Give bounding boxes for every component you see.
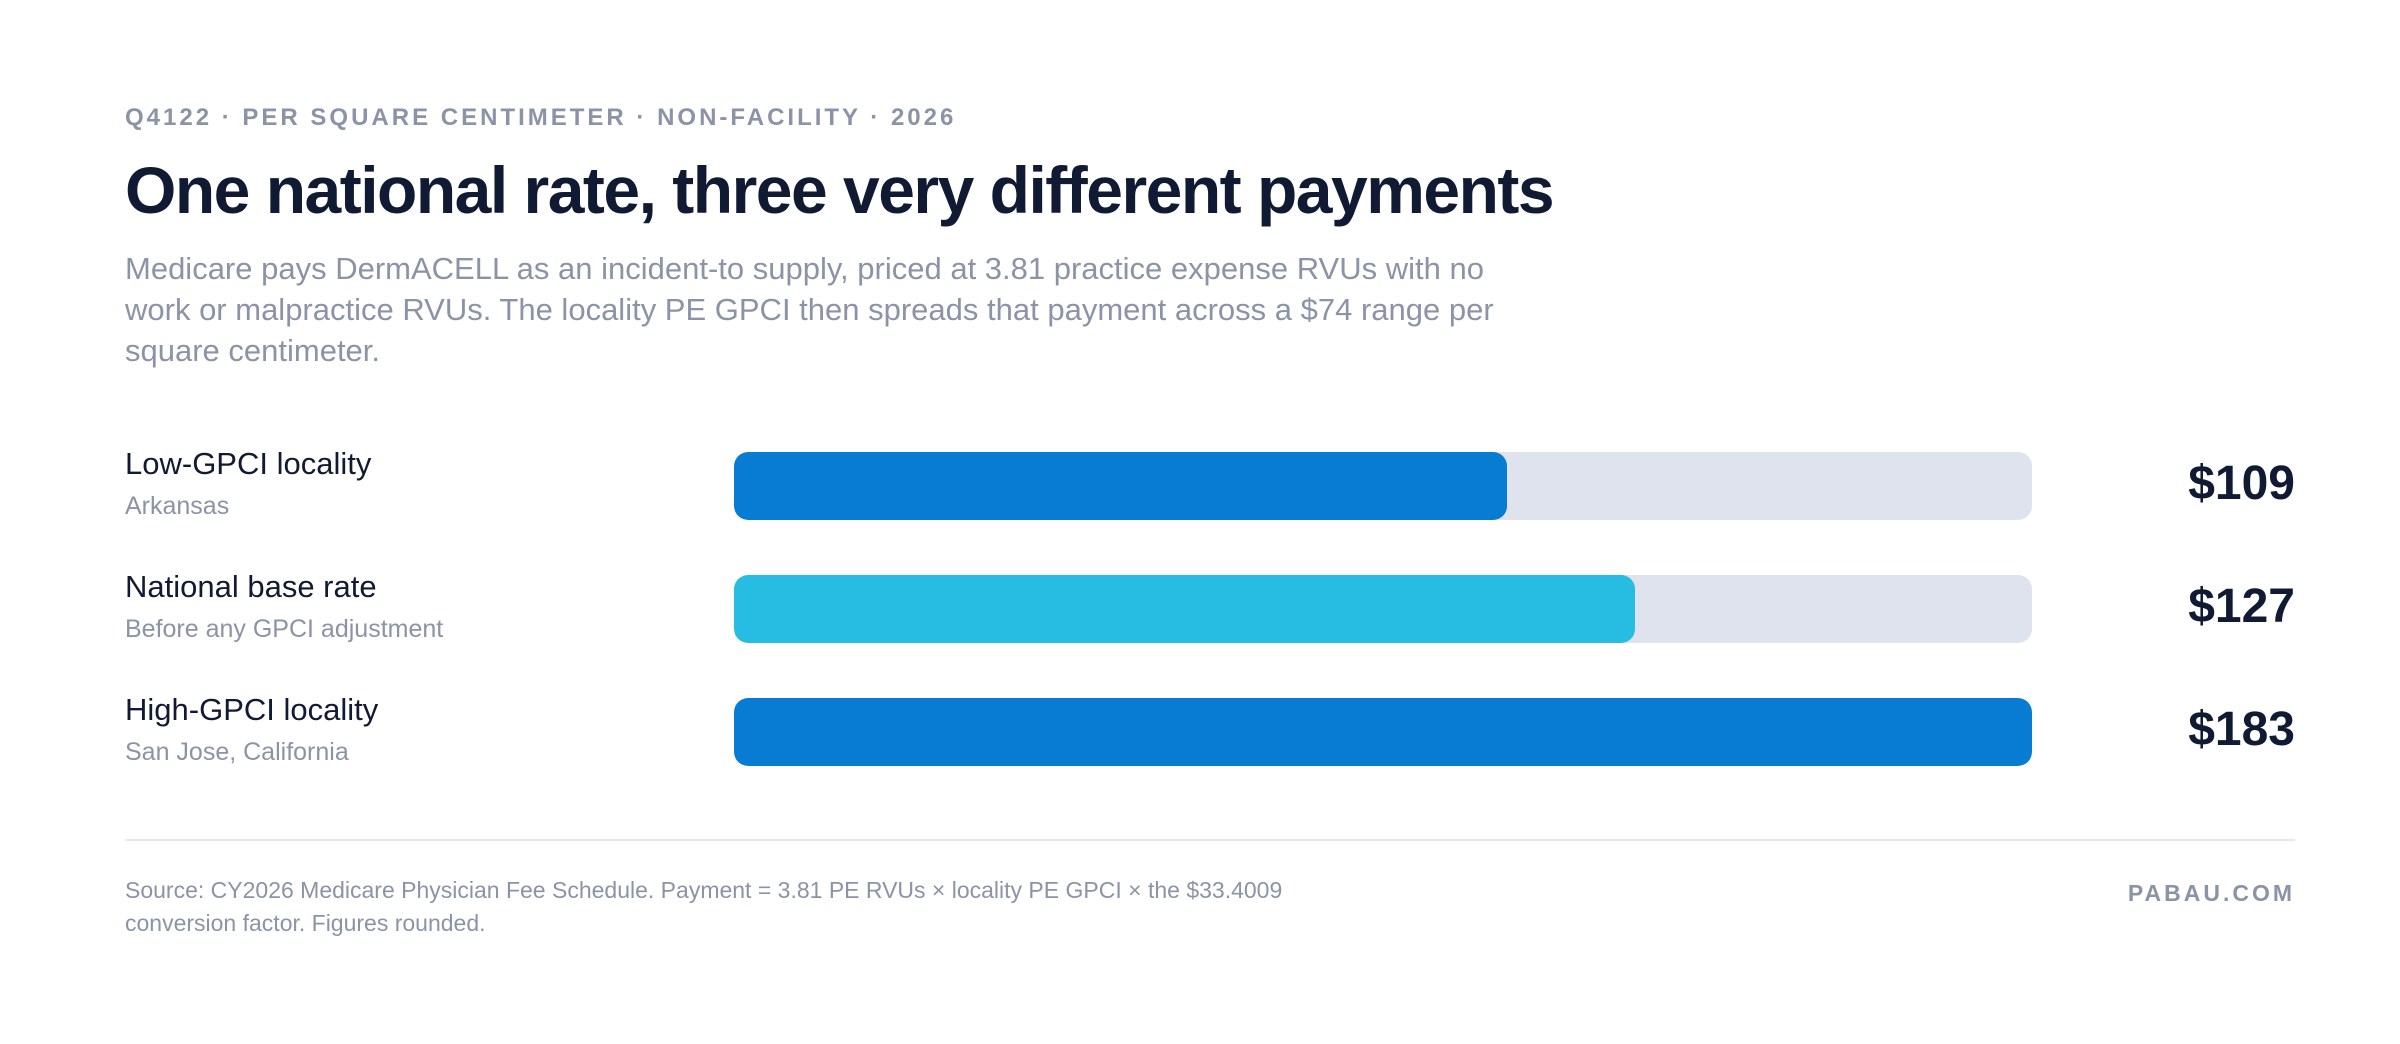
source-note: Source: CY2026 Medicare Physician Fee Sc… [125, 877, 1283, 936]
bar-value-label: $127 [2188, 580, 2295, 633]
bar-chart: Low-GPCI locality Arkansas $109 National… [125, 442, 2295, 811]
bar-sublabel: Before any GPCI adjustment [125, 615, 444, 643]
chart-subtitle: Medicare pays DermACELL as an incident-t… [125, 251, 1494, 368]
bar-value-label: $109 [2188, 457, 2295, 510]
bar-fill [734, 575, 1635, 643]
bar-label: Low-GPCI locality [125, 446, 372, 481]
bar-row: National base rate Before any GPCI adjus… [125, 565, 2295, 688]
bar-track [734, 698, 2032, 766]
bar-label: High-GPCI locality [125, 692, 379, 727]
footer-divider [125, 839, 2295, 841]
bar-value-label: $183 [2188, 703, 2295, 756]
chart-eyebrow: Q4122 · PER SQUARE CENTIMETER · NON-FACI… [125, 104, 957, 131]
brand-link[interactable]: PABAU.COM [2127, 880, 2295, 906]
bar-row: Low-GPCI locality Arkansas $109 [125, 442, 2295, 565]
bar-track [734, 452, 2032, 520]
bar-sublabel: Arkansas [125, 492, 230, 520]
bar-row: High-GPCI locality San Jose, California … [125, 688, 2295, 811]
bar-fill [734, 698, 2032, 766]
bar-label: National base rate [125, 569, 377, 604]
bar-fill [734, 452, 1508, 520]
bar-track [734, 575, 2032, 643]
bar-sublabel: San Jose, California [125, 738, 349, 766]
chart-title: One national rate, three very different … [125, 153, 1555, 227]
